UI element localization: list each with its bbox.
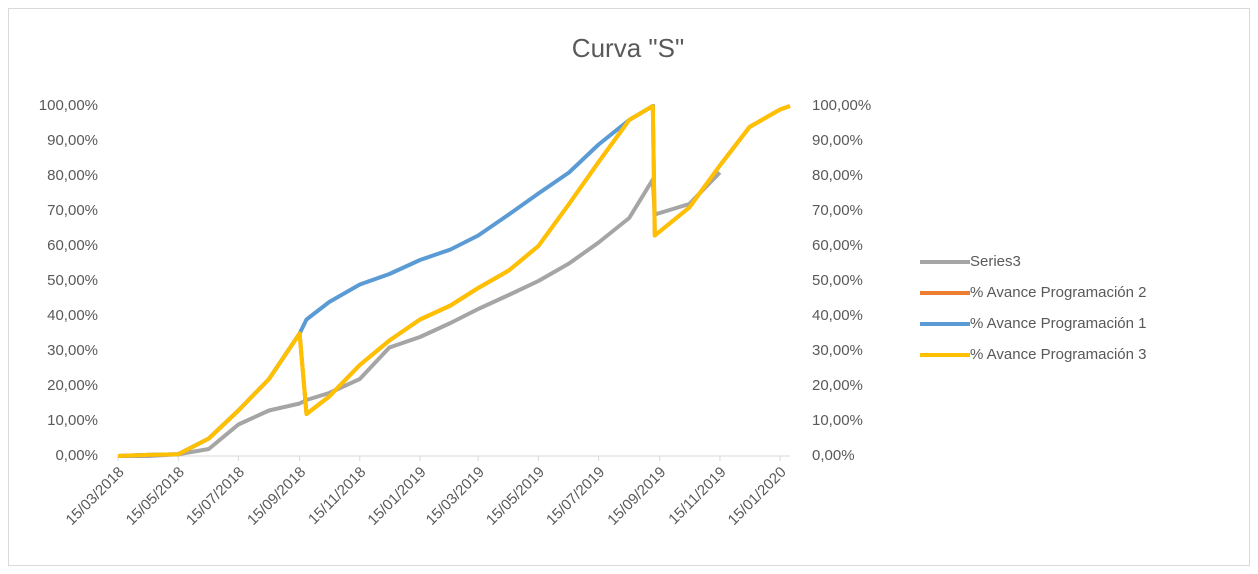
y-tick-label: 50,00%: [47, 272, 98, 289]
y-tick-label: 0,00%: [55, 447, 98, 464]
legend-label: % Avance Programación 3: [970, 346, 1147, 363]
y2-tick-label: 70,00%: [812, 202, 863, 219]
y-tick-label: 80,00%: [47, 167, 98, 184]
y2-tick-label: 20,00%: [812, 377, 863, 394]
legend-label: % Avance Programación 1: [970, 315, 1147, 332]
legend-label: Series3: [970, 253, 1021, 270]
y-tick-label: 10,00%: [47, 412, 98, 429]
y2-tick-label: 50,00%: [812, 272, 863, 289]
series-line: [117, 104, 791, 458]
y-tick-label: 100,00%: [39, 97, 98, 114]
y2-tick-label: 0,00%: [812, 447, 855, 464]
chart-frame: [8, 8, 1250, 566]
y2-tick-label: 30,00%: [812, 342, 863, 359]
y-tick-label: 20,00%: [47, 377, 98, 394]
y-tick-label: 90,00%: [47, 132, 98, 149]
y-tick-label: 30,00%: [47, 342, 98, 359]
y2-tick-label: 60,00%: [812, 237, 863, 254]
y2-tick-label: 10,00%: [812, 412, 863, 429]
y2-tick-label: 80,00%: [812, 167, 863, 184]
y2-tick-label: 100,00%: [812, 97, 871, 114]
y-tick-label: 70,00%: [47, 202, 98, 219]
y-tick-label: 40,00%: [47, 307, 98, 324]
legend-label: % Avance Programación 2: [970, 284, 1147, 301]
y-tick-label: 60,00%: [47, 237, 98, 254]
y2-tick-label: 40,00%: [812, 307, 863, 324]
series-line: [118, 171, 722, 458]
chart-title: Curva "S": [572, 33, 684, 63]
y2-tick-label: 90,00%: [812, 132, 863, 149]
